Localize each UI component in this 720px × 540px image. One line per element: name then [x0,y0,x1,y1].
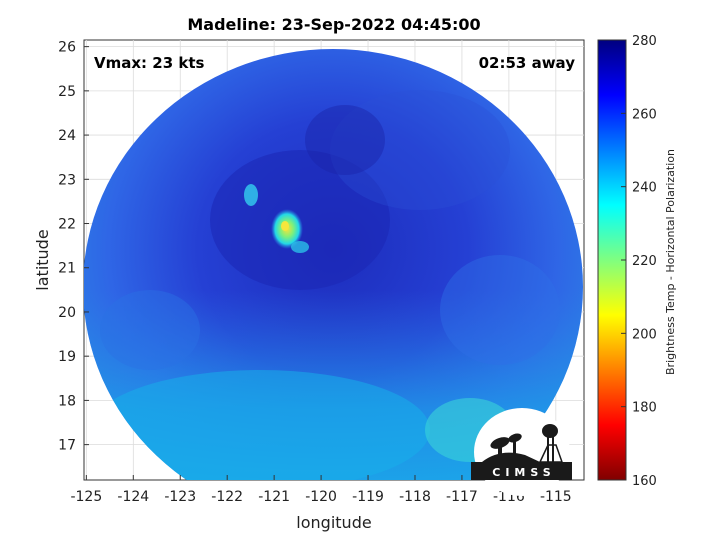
x-axis-label: longitude [296,513,371,532]
y-tick-label: 25 [58,84,76,100]
water-tower-icon [538,424,564,463]
map-axes: -125 -124 -123 -122 -121 -120 -119 -118 -117 -116… [58,39,585,505]
colorbar-tick-label: 200 [632,327,657,342]
figure-title: Madeline: 23-Sep-2022 04:45:00 [187,15,480,34]
x-tick-label: -123 [164,489,196,505]
y-tick-label: 17 [58,438,76,454]
x-axis-ticks: -125 -124 -123 -122 -121 -120 -119 -118 -117 -116… [70,475,572,505]
x-tick-label: -122 [211,489,243,505]
time-away-annotation: 02:53 away [479,54,576,72]
colorbar-tick-label: 180 [632,401,657,416]
colorbar-tick-label: 220 [632,254,657,269]
colorbar-tick-label: 240 [632,181,657,196]
y-tick-label: 18 [58,393,76,409]
brightness-temperature-swath [84,49,583,480]
colorbar: 160 180 200 220 240 260 280 Brightness Temp - … [597,34,677,489]
x-tick-label: -117 [446,489,478,505]
y-axis-ticks: 17 18 19 20 21 22 23 24 25 26 [58,40,89,454]
y-tick-label: 26 [58,40,76,56]
y-tick-label: 22 [58,217,76,233]
x-tick-label: -124 [117,489,149,505]
colorbar-tick-label: 280 [632,34,657,49]
y-tick-label: 24 [58,128,76,144]
y-tick-label: 19 [58,349,76,365]
vmax-annotation: Vmax: 23 kts [94,54,204,72]
y-tick-label: 20 [58,305,76,321]
y-tick-label: 23 [58,172,76,188]
colorbar-tick-label: 260 [632,107,657,122]
satellite-dish-icon [482,433,540,462]
x-tick-label: -119 [352,489,384,505]
cimss-logo-text: CIMSS [492,466,555,479]
x-tick-label: -125 [70,489,102,505]
colorbar-label: Brightness Temp - Horizontal Polarizatio… [664,149,677,375]
colorbar-tick-label: 160 [632,474,657,489]
cimss-logo: CIMSS [471,408,572,496]
colorbar-ticks: 160 180 200 220 240 260 280 [621,34,657,489]
y-tick-label: 21 [58,261,76,277]
y-axis-label: latitude [33,229,52,290]
x-tick-label: -120 [305,489,337,505]
x-tick-label: -115 [540,489,572,505]
x-tick-label: -121 [258,489,290,505]
x-tick-label: -118 [399,489,431,505]
